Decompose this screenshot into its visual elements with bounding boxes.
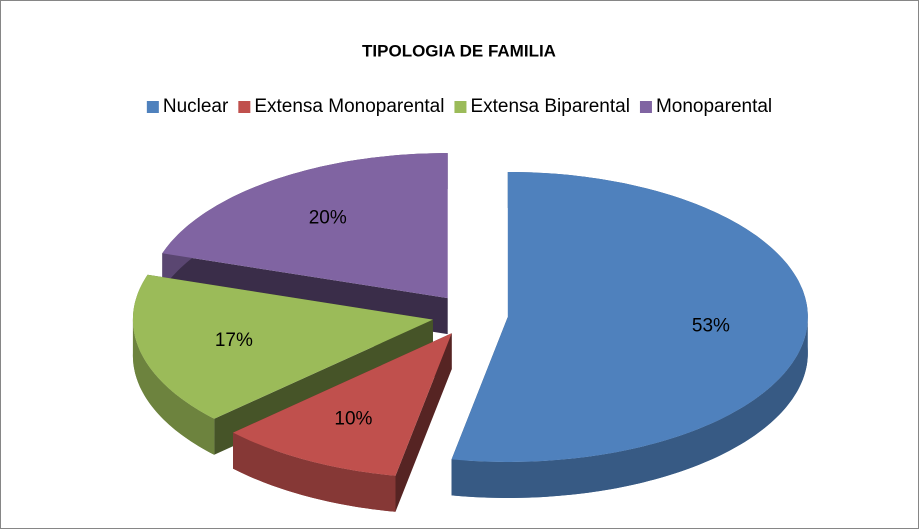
data-label: 20% — [309, 207, 347, 228]
legend-swatch — [454, 101, 467, 113]
data-label: 10% — [334, 409, 372, 430]
slice-rim — [233, 432, 396, 512]
slice-rim — [451, 317, 808, 498]
legend: Nuclear Extensa Monoparental Extensa Bipar… — [146, 96, 772, 117]
legend-swatch — [639, 101, 652, 113]
legend-label: Monoparental — [656, 96, 772, 117]
chart-title: TIPOLOGIA DE FAMILIA — [362, 41, 556, 60]
data-label: 53% — [692, 315, 730, 336]
legend-swatch — [238, 101, 251, 113]
slice-wall — [395, 333, 452, 512]
legend-swatch — [146, 101, 159, 113]
slice — [162, 153, 448, 299]
slice-rim — [132, 319, 215, 455]
legend-label: Extensa Biparental — [470, 96, 630, 117]
legend-label: Extensa Monoparental — [254, 96, 444, 117]
data-label: 17% — [215, 330, 253, 351]
slice — [233, 333, 452, 476]
slice — [451, 172, 808, 462]
slice — [132, 274, 433, 419]
legend-label: Nuclear — [163, 96, 229, 117]
